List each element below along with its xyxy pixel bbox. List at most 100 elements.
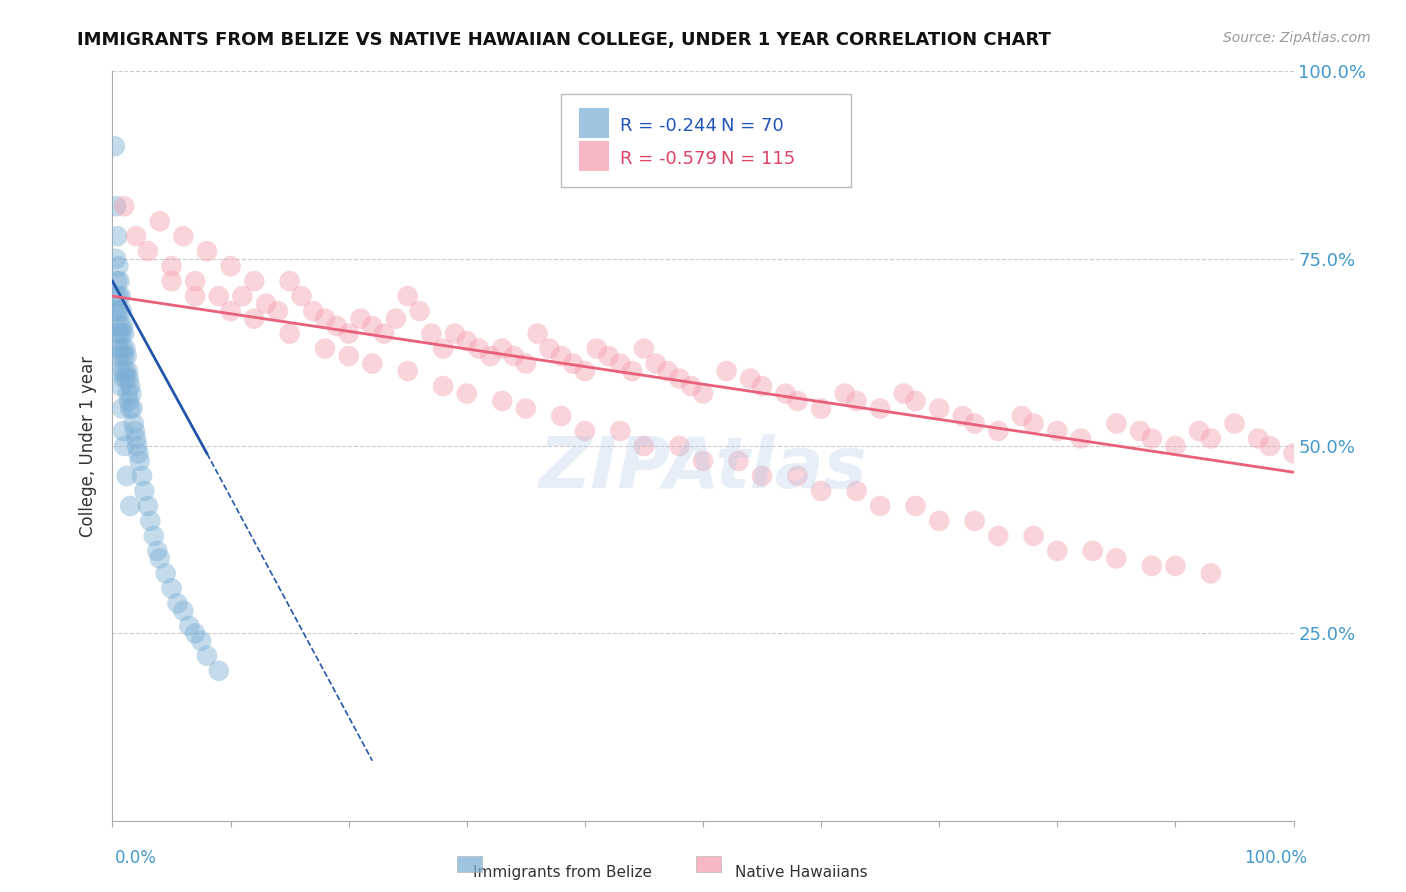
Point — [869, 401, 891, 416]
FancyBboxPatch shape — [561, 94, 851, 187]
Point — [420, 326, 443, 341]
Point — [1081, 544, 1104, 558]
Point — [112, 364, 135, 378]
Point — [1282, 446, 1305, 460]
Point — [456, 386, 478, 401]
Point — [456, 334, 478, 348]
Point — [121, 401, 143, 416]
Point — [110, 319, 132, 334]
Point — [146, 544, 169, 558]
Point — [585, 342, 607, 356]
Point — [112, 349, 135, 363]
Point — [314, 311, 336, 326]
Point — [160, 582, 183, 596]
Point — [105, 304, 128, 318]
Point — [786, 394, 808, 409]
Point — [149, 214, 172, 228]
Point — [396, 364, 419, 378]
Point — [155, 566, 177, 581]
Point — [1188, 424, 1211, 438]
Point — [337, 349, 360, 363]
Point — [987, 529, 1010, 543]
Point — [115, 371, 138, 385]
Point — [314, 342, 336, 356]
Point — [1022, 417, 1045, 431]
Point — [361, 319, 384, 334]
Point — [963, 514, 986, 528]
Point — [117, 386, 139, 401]
Point — [1046, 544, 1069, 558]
Point — [243, 274, 266, 288]
Point — [104, 139, 127, 153]
Point — [107, 319, 129, 334]
Point — [681, 379, 703, 393]
Point — [118, 371, 141, 385]
Point — [184, 626, 207, 640]
Text: R = -0.244: R = -0.244 — [620, 117, 717, 135]
Point — [1070, 432, 1092, 446]
Point — [479, 349, 502, 363]
Point — [491, 342, 513, 356]
Text: IMMIGRANTS FROM BELIZE VS NATIVE HAWAIIAN COLLEGE, UNDER 1 YEAR CORRELATION CHAR: IMMIGRANTS FROM BELIZE VS NATIVE HAWAIIA… — [77, 31, 1052, 49]
Y-axis label: College, Under 1 year: College, Under 1 year — [79, 355, 97, 537]
Point — [491, 394, 513, 409]
Point — [1223, 417, 1246, 431]
Point — [108, 304, 131, 318]
Point — [1164, 558, 1187, 573]
Point — [574, 364, 596, 378]
Point — [1105, 551, 1128, 566]
Point — [105, 326, 128, 341]
Point — [1199, 432, 1222, 446]
Point — [114, 342, 136, 356]
Point — [963, 417, 986, 431]
Point — [117, 364, 139, 378]
Point — [644, 357, 666, 371]
Point — [112, 439, 135, 453]
Point — [385, 311, 408, 326]
Point — [166, 596, 188, 610]
Point — [107, 259, 129, 273]
Point — [122, 417, 145, 431]
Point — [845, 394, 868, 409]
Point — [112, 326, 135, 341]
Point — [115, 349, 138, 363]
Point — [278, 326, 301, 341]
Point — [467, 342, 489, 356]
Point — [550, 409, 572, 423]
Point — [219, 304, 242, 318]
Point — [373, 326, 395, 341]
Point — [987, 424, 1010, 438]
Point — [657, 364, 679, 378]
Point — [893, 386, 915, 401]
Point — [716, 364, 738, 378]
Point — [692, 386, 714, 401]
Point — [1140, 558, 1163, 573]
Point — [184, 289, 207, 303]
Point — [125, 432, 148, 446]
Point — [112, 342, 135, 356]
Point — [112, 319, 135, 334]
Point — [112, 424, 135, 438]
Point — [114, 364, 136, 378]
Text: 0.0%: 0.0% — [115, 849, 157, 867]
Point — [195, 244, 218, 259]
Point — [361, 357, 384, 371]
Point — [160, 274, 183, 288]
Point — [208, 664, 231, 678]
Bar — [579, 108, 609, 138]
Point — [550, 349, 572, 363]
Point — [208, 289, 231, 303]
Point — [111, 326, 134, 341]
Point — [1140, 432, 1163, 446]
Point — [172, 604, 194, 618]
Point — [184, 274, 207, 288]
Point — [111, 401, 134, 416]
Point — [125, 229, 148, 244]
Point — [834, 386, 856, 401]
Point — [112, 371, 135, 385]
Point — [408, 304, 430, 318]
Point — [751, 379, 773, 393]
Point — [124, 424, 146, 438]
Point — [195, 648, 218, 663]
Point — [105, 274, 128, 288]
